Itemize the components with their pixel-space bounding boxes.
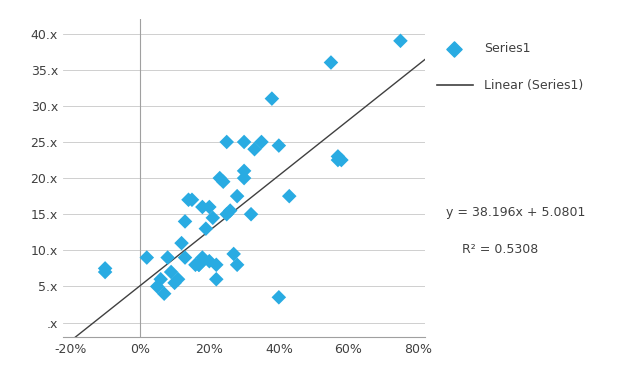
Point xyxy=(180,218,190,224)
Point xyxy=(152,283,162,290)
Point xyxy=(396,38,406,44)
Point xyxy=(173,276,183,282)
Point xyxy=(100,265,110,272)
Point xyxy=(239,139,249,145)
Text: y = 38.196x + 5.0801: y = 38.196x + 5.0801 xyxy=(446,206,586,219)
Point xyxy=(155,276,165,282)
Point xyxy=(162,255,172,261)
Point xyxy=(225,208,235,214)
Point xyxy=(232,193,242,199)
Text: Series1: Series1 xyxy=(484,42,531,55)
Text: R² = 0.5308: R² = 0.5308 xyxy=(462,243,538,256)
Point xyxy=(211,276,221,282)
Point xyxy=(194,262,204,268)
Point xyxy=(197,255,207,261)
Point xyxy=(194,262,204,268)
Point xyxy=(239,175,249,181)
Point xyxy=(274,294,284,300)
Point xyxy=(267,95,277,101)
Point xyxy=(215,175,225,181)
Point xyxy=(166,269,176,275)
Point xyxy=(222,139,232,145)
Point xyxy=(326,59,336,65)
Point xyxy=(197,204,207,210)
Point xyxy=(204,258,214,264)
Point xyxy=(336,157,346,163)
Point xyxy=(333,153,343,159)
Point xyxy=(204,204,214,210)
Point xyxy=(211,262,221,268)
Point xyxy=(183,197,193,203)
Point xyxy=(187,197,197,203)
Point xyxy=(218,178,228,185)
Point xyxy=(208,215,218,221)
Point xyxy=(100,269,110,275)
Point xyxy=(229,251,239,257)
Point xyxy=(239,168,249,174)
Point xyxy=(159,291,169,297)
Point xyxy=(142,255,152,261)
Point xyxy=(222,211,232,217)
Point xyxy=(284,193,294,199)
Point xyxy=(190,262,200,268)
Point xyxy=(201,226,211,232)
Point xyxy=(333,157,343,163)
Point xyxy=(274,142,284,149)
Point xyxy=(256,139,266,145)
Point xyxy=(232,262,242,268)
Point xyxy=(249,146,259,152)
Point xyxy=(169,280,179,286)
Point xyxy=(180,255,190,261)
Text: Linear (Series1): Linear (Series1) xyxy=(484,79,584,92)
Point xyxy=(176,240,186,246)
Point xyxy=(246,211,256,217)
